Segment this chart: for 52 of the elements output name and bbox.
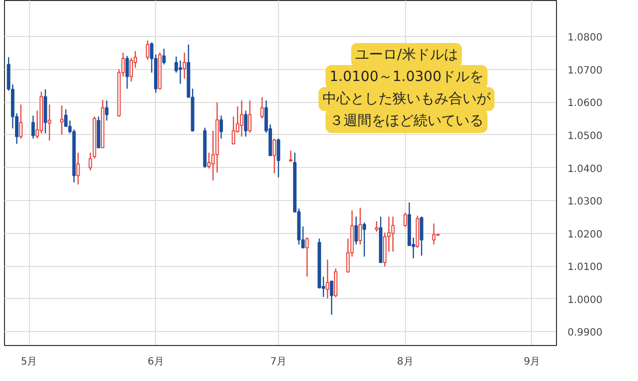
candlestick [272, 138, 276, 174]
y-tick-label: 1.0500 [568, 130, 602, 142]
candlestick [420, 216, 424, 256]
y-tick-label: 1.0400 [568, 164, 602, 175]
annotation: ３週間をほど続いている [330, 113, 484, 129]
candlestick [248, 100, 252, 134]
x-tick-label: 6月 [148, 356, 164, 368]
candlestick [358, 207, 362, 246]
x-tick-label: 5月 [20, 356, 38, 368]
candlestick [374, 220, 378, 232]
candlestick [276, 138, 280, 178]
candlestick [354, 216, 358, 246]
y-tick-label: 1.0100 [568, 262, 602, 274]
candlestick [178, 60, 182, 84]
candlestick [362, 222, 366, 258]
candlestick [19, 104, 23, 140]
x-tick-label: 9月 [524, 356, 540, 368]
candlestick [207, 152, 211, 170]
candlestick [432, 222, 436, 246]
candlestick [330, 280, 334, 316]
y-tick-label: 1.0300 [568, 196, 602, 208]
annotation: 中心とした狭いもみ合いが [322, 91, 492, 107]
candlestick [403, 212, 407, 228]
annotation: ユーロ/米ドルは [355, 47, 458, 63]
candlestick [391, 216, 395, 252]
y-tick-label: 1.0200 [568, 229, 602, 240]
candlestick [31, 115, 35, 140]
candlestick [48, 104, 52, 142]
candlestick [232, 116, 236, 146]
y-tick-label: 1.0000 [568, 294, 602, 306]
y-tick-label: 1.0800 [568, 32, 602, 44]
candlestick [104, 100, 108, 122]
x-tick-label: 8月 [397, 356, 414, 368]
y-tick-label: 1.0700 [568, 65, 602, 76]
candlestick [260, 96, 264, 120]
candlestick [244, 110, 248, 138]
candlestick [76, 152, 80, 186]
candlestick [305, 237, 309, 278]
annotation: 1.0100～1.0300ドルを [330, 69, 484, 85]
candlestick [288, 150, 292, 162]
candlestick [60, 104, 64, 136]
candlestick [146, 40, 150, 60]
y-tick-label: 0.9900 [568, 328, 602, 339]
y-tick-label: 1.0600 [568, 98, 602, 110]
candlestick [125, 55, 129, 90]
candlestick [182, 52, 186, 80]
candlestick [326, 258, 330, 299]
candlestick [240, 100, 244, 138]
candlestick [334, 268, 338, 298]
x-tick-label: 7月 [270, 356, 287, 368]
candlestick [219, 115, 223, 140]
candlestick [162, 48, 166, 66]
